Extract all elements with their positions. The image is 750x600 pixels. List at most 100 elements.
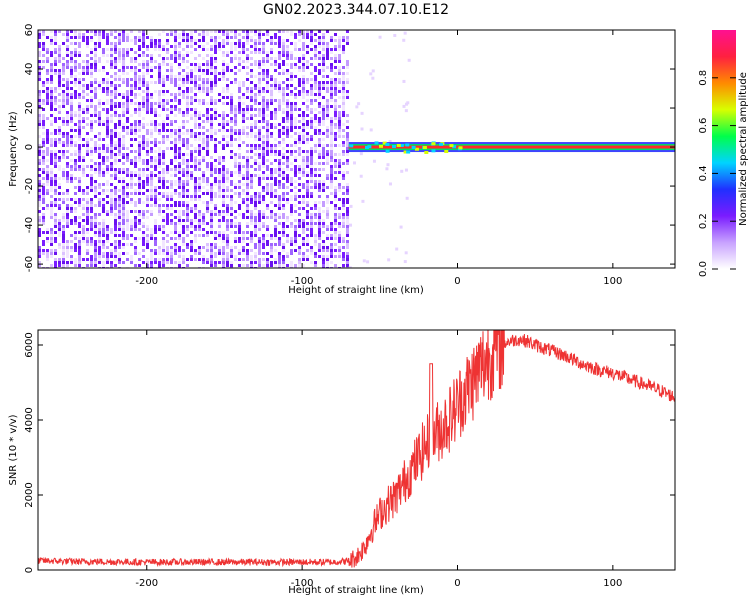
spectrogram-cell [122, 234, 125, 237]
spectrogram-cell [74, 249, 77, 252]
spectrogram-cell [174, 153, 177, 156]
spectrogram-cell [290, 249, 293, 252]
spectrogram-cell [242, 93, 245, 96]
spectrogram-cell [258, 177, 261, 180]
spectrogram-cell [286, 159, 289, 162]
spectrogram-cell [222, 156, 225, 159]
spectrogram-cell [242, 156, 245, 159]
spectrogram-cell [38, 189, 41, 192]
spectrogram-cell [334, 72, 337, 75]
spectrogram-cell [258, 111, 261, 114]
spectrogram-cell [94, 135, 97, 138]
signal-blob [458, 146, 463, 150]
spectrogram-cell [206, 207, 209, 210]
spectrogram-cell [86, 219, 89, 222]
spectrogram-cell [282, 111, 285, 114]
spectrogram-cell [290, 162, 293, 165]
spectrogram-cell [270, 243, 273, 246]
spectrogram-cell [150, 249, 153, 252]
spectrogram-cell [302, 240, 305, 243]
spectrogram-cell [186, 168, 189, 171]
spectrogram-cell [130, 138, 133, 141]
spectrogram-cell [150, 186, 153, 189]
spectrogram-cell [194, 123, 197, 126]
spectrogram-cell [54, 33, 57, 36]
spectrogram-cell [90, 168, 93, 171]
spectrogram-cell [230, 111, 233, 114]
spectrogram-cell [78, 201, 81, 204]
spectrogram-cell [142, 192, 145, 195]
spectrogram-cell [82, 237, 85, 240]
spectrogram-cell [270, 126, 273, 129]
spectrogram-cell [46, 237, 49, 240]
spectrogram-cell [290, 195, 293, 198]
spectrogram-cell [154, 174, 157, 177]
spectrogram-cell [174, 48, 177, 51]
spectrogram-cell [278, 30, 281, 33]
spectrogram-cell [202, 255, 205, 258]
spectrogram-cell [222, 63, 225, 66]
spectrogram-cell [330, 243, 333, 246]
spectrogram-cell [134, 252, 137, 255]
spectrogram-cell [114, 60, 117, 63]
spectrogram-cell [50, 237, 53, 240]
spectrogram-cell [62, 120, 65, 123]
spectrogram-cell [162, 261, 165, 264]
spectrogram-cell [222, 30, 225, 33]
spectrogram-cell [286, 264, 289, 267]
spectrogram-cell [210, 30, 213, 33]
spectrogram-cell [338, 87, 341, 90]
spectrogram-cell [278, 231, 281, 234]
spectrogram-cell [270, 264, 273, 267]
spectrogram-cell [226, 42, 229, 45]
spectrogram-cell [338, 234, 341, 237]
spectrogram-cell [174, 60, 177, 63]
spectrogram-cell [150, 195, 153, 198]
spectrogram-cell [306, 90, 309, 93]
spectrogram-cell [190, 156, 193, 159]
spectrogram-cell [186, 138, 189, 141]
spectrogram-cell [130, 243, 133, 246]
spectrogram-cell [82, 120, 85, 123]
spectrogram-cell [194, 228, 197, 231]
spectrogram-cell [38, 228, 41, 231]
spectrogram-cell [178, 51, 181, 54]
spectrogram-cell [198, 84, 201, 87]
spectrogram-cell [206, 78, 209, 81]
spectrogram-cell [326, 159, 329, 162]
spectrogram-cell [122, 204, 125, 207]
spectrogram-cell [150, 237, 153, 240]
spectrogram-cell [234, 192, 237, 195]
spectrogram-cell [74, 63, 77, 66]
spectrogram-cell [134, 222, 137, 225]
spectrogram-cell [110, 120, 113, 123]
spectrogram-cell [330, 246, 333, 249]
spectrogram-cell [90, 138, 93, 141]
spectrogram-cell [262, 258, 265, 261]
spectrogram-cell [214, 237, 217, 240]
spectrogram-cell [194, 210, 197, 213]
spectrogram-cell [298, 141, 301, 144]
spectrogram-cell [250, 156, 253, 159]
spectrogram-cell [290, 207, 293, 210]
spectrogram-cell [361, 199, 365, 203]
spectrogram-cell [138, 135, 141, 138]
spectrogram-cell [166, 75, 169, 78]
spectrogram-cell [150, 105, 153, 108]
signal-blob [405, 143, 410, 147]
spectrogram-cell [58, 117, 61, 120]
spectrogram-cell [170, 129, 173, 132]
spectrogram-cell [138, 192, 141, 195]
spectrogram-cell [298, 90, 301, 93]
spectrogram-cell [182, 153, 185, 156]
spectrogram-cell [162, 225, 165, 228]
spectrogram-cell [298, 177, 301, 180]
spectrogram-cell [314, 78, 317, 81]
spectrogram-cell [286, 63, 289, 66]
spectrogram-cell [174, 33, 177, 36]
spectrogram-cell [266, 165, 269, 168]
spectrogram-cell [230, 126, 233, 129]
spectrogram-cell [126, 156, 129, 159]
spectrogram-cell [250, 147, 253, 150]
spectrogram-cell [170, 141, 173, 144]
